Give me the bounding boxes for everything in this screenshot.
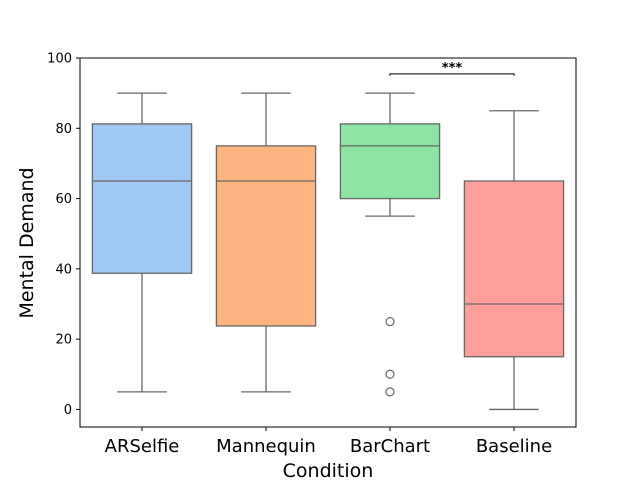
box-mannequin — [215, 92, 317, 393]
y-tick-label: 60 — [55, 192, 72, 207]
y-tick-label: 40 — [55, 262, 72, 277]
significance-annotations: *** — [389, 61, 515, 76]
x-axis: ARSelfie Mannequin BarChart Baseline — [105, 427, 552, 457]
outlier-point — [385, 369, 395, 379]
box-arselfie — [91, 92, 193, 393]
y-tick-label: 80 — [55, 122, 72, 137]
iqr-box — [215, 145, 317, 327]
x-tick-label-barchart: BarChart — [350, 436, 430, 457]
x-axis-title: Condition — [283, 460, 374, 480]
y-axis-title: Mental Demand — [16, 167, 38, 318]
x-tick-label-arselfie: ARSelfie — [105, 436, 180, 457]
y-tick-label: 0 — [64, 403, 72, 418]
box-barchart — [339, 92, 441, 397]
x-tick-label-baseline: Baseline — [476, 436, 552, 457]
outlier-point — [385, 387, 395, 397]
box-baseline — [463, 110, 565, 411]
boxes — [91, 92, 565, 411]
y-tick-label: 20 — [55, 333, 72, 348]
y-axis: 0 20 40 60 80 100 — [47, 52, 80, 418]
iqr-box — [91, 123, 193, 274]
iqr-box — [463, 180, 565, 358]
significance-label: *** — [442, 61, 463, 76]
outlier-point — [385, 316, 395, 327]
y-tick-label: 100 — [47, 52, 72, 67]
iqr-box — [339, 123, 441, 200]
x-tick-label-mannequin: Mannequin — [216, 436, 316, 457]
significance-bracket — [389, 73, 515, 76]
